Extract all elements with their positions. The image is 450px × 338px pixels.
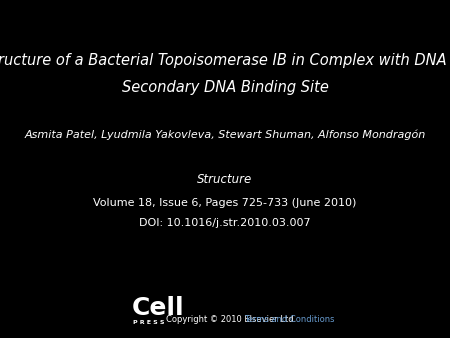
Text: Cell: Cell (131, 295, 184, 320)
Text: Crystal Structure of a Bacterial Topoisomerase IB in Complex with DNA Reveals a: Crystal Structure of a Bacterial Topoiso… (0, 53, 450, 68)
Text: Terms and Conditions: Terms and Conditions (244, 315, 335, 324)
Text: DOI: 10.1016/j.str.2010.03.007: DOI: 10.1016/j.str.2010.03.007 (139, 218, 311, 228)
Text: Secondary DNA Binding Site: Secondary DNA Binding Site (122, 80, 328, 95)
Text: Copyright © 2010 Elsevier Ltd.: Copyright © 2010 Elsevier Ltd. (166, 315, 299, 324)
Text: Volume 18, Issue 6, Pages 725-733 (June 2010): Volume 18, Issue 6, Pages 725-733 (June … (93, 198, 357, 208)
Text: Asmita Patel, Lyudmila Yakovleva, Stewart Shuman, Alfonso Mondragón: Asmita Patel, Lyudmila Yakovleva, Stewar… (24, 130, 426, 141)
Text: Structure: Structure (198, 173, 252, 186)
Text: P R E S S: P R E S S (133, 320, 164, 325)
